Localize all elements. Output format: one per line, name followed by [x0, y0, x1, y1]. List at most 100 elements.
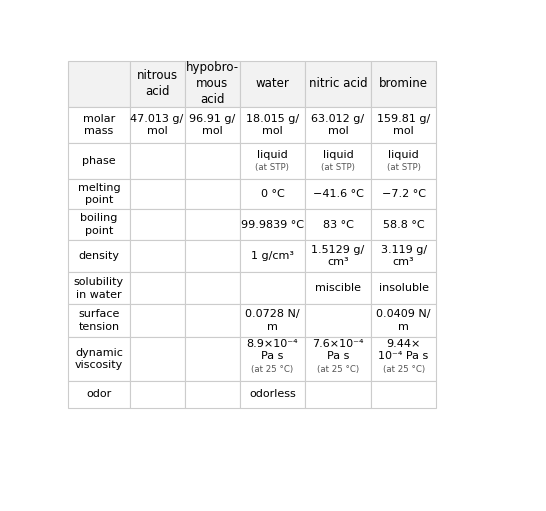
Text: water: water: [256, 78, 289, 90]
Text: 8.9×10⁻⁴
Pa s: 8.9×10⁻⁴ Pa s: [247, 339, 298, 361]
Bar: [129, 305, 185, 337]
Text: 83 °C: 83 °C: [323, 220, 353, 229]
Bar: [68, 305, 129, 337]
Bar: [129, 272, 185, 305]
Text: (at STP): (at STP): [256, 164, 289, 172]
Bar: [240, 305, 305, 337]
Bar: [305, 240, 371, 272]
Text: dynamic
viscosity: dynamic viscosity: [75, 347, 123, 370]
Bar: [129, 240, 185, 272]
Bar: [185, 305, 240, 337]
Text: molar
mass: molar mass: [83, 113, 115, 136]
Text: melting
point: melting point: [78, 183, 120, 205]
Bar: [129, 61, 185, 107]
Text: (at STP): (at STP): [321, 164, 355, 172]
Text: boiling
point: boiling point: [80, 214, 117, 236]
Bar: [68, 210, 129, 240]
Text: 0 °C: 0 °C: [260, 189, 284, 199]
Bar: [68, 178, 129, 210]
Text: solubility
in water: solubility in water: [74, 277, 124, 299]
Text: phase: phase: [82, 156, 116, 166]
Bar: [185, 240, 240, 272]
Bar: [185, 210, 240, 240]
Bar: [129, 210, 185, 240]
Bar: [305, 305, 371, 337]
Text: −7.2 °C: −7.2 °C: [382, 189, 425, 199]
Bar: [185, 337, 240, 381]
Bar: [68, 381, 129, 408]
Bar: [129, 107, 185, 143]
Bar: [371, 61, 436, 107]
Text: liquid: liquid: [257, 150, 288, 159]
Bar: [371, 143, 436, 178]
Text: 3.119 g/
cm³: 3.119 g/ cm³: [381, 245, 426, 267]
Bar: [305, 61, 371, 107]
Text: 7.6×10⁻⁴
Pa s: 7.6×10⁻⁴ Pa s: [312, 339, 364, 361]
Text: 63.012 g/
mol: 63.012 g/ mol: [311, 113, 365, 136]
Bar: [240, 210, 305, 240]
Text: liquid: liquid: [323, 150, 353, 159]
Text: 1.5129 g/
cm³: 1.5129 g/ cm³: [311, 245, 365, 267]
Bar: [240, 381, 305, 408]
Bar: [371, 178, 436, 210]
Bar: [185, 143, 240, 178]
Text: 1 g/cm³: 1 g/cm³: [251, 251, 294, 261]
Bar: [240, 272, 305, 305]
Text: (at 25 °C): (at 25 °C): [317, 364, 359, 374]
Text: liquid: liquid: [388, 150, 419, 159]
Bar: [68, 61, 129, 107]
Bar: [371, 240, 436, 272]
Text: (at STP): (at STP): [387, 164, 420, 172]
Text: nitric acid: nitric acid: [308, 78, 367, 90]
Bar: [305, 210, 371, 240]
Bar: [68, 272, 129, 305]
Bar: [305, 381, 371, 408]
Text: 58.8 °C: 58.8 °C: [383, 220, 424, 229]
Text: 99.9839 °C: 99.9839 °C: [241, 220, 304, 229]
Text: 159.81 g/
mol: 159.81 g/ mol: [377, 113, 430, 136]
Bar: [305, 107, 371, 143]
Text: insoluble: insoluble: [378, 284, 429, 293]
Text: density: density: [79, 251, 120, 261]
Bar: [240, 61, 305, 107]
Text: −41.6 °C: −41.6 °C: [312, 189, 364, 199]
Bar: [305, 272, 371, 305]
Text: odor: odor: [86, 389, 111, 399]
Text: bromine: bromine: [379, 78, 428, 90]
Bar: [240, 337, 305, 381]
Text: nitrous
acid: nitrous acid: [136, 69, 177, 99]
Bar: [371, 337, 436, 381]
Text: 47.013 g/
mol: 47.013 g/ mol: [130, 113, 184, 136]
Bar: [371, 272, 436, 305]
Bar: [129, 143, 185, 178]
Bar: [68, 337, 129, 381]
Bar: [305, 143, 371, 178]
Text: surface
tension: surface tension: [78, 310, 120, 332]
Bar: [185, 272, 240, 305]
Bar: [68, 143, 129, 178]
Bar: [240, 240, 305, 272]
Bar: [185, 107, 240, 143]
Text: odorless: odorless: [249, 389, 296, 399]
Bar: [129, 381, 185, 408]
Bar: [240, 107, 305, 143]
Bar: [129, 337, 185, 381]
Bar: [68, 107, 129, 143]
Text: 0.0728 N/
m: 0.0728 N/ m: [245, 310, 300, 332]
Bar: [305, 337, 371, 381]
Text: 96.91 g/
mol: 96.91 g/ mol: [189, 113, 235, 136]
Bar: [371, 381, 436, 408]
Text: 9.44×
10⁻⁴ Pa s: 9.44× 10⁻⁴ Pa s: [378, 339, 429, 361]
Bar: [68, 240, 129, 272]
Text: 18.015 g/
mol: 18.015 g/ mol: [246, 113, 299, 136]
Bar: [185, 61, 240, 107]
Bar: [305, 178, 371, 210]
Text: (at 25 °C): (at 25 °C): [383, 364, 425, 374]
Bar: [129, 178, 185, 210]
Bar: [240, 143, 305, 178]
Bar: [371, 107, 436, 143]
Text: (at 25 °C): (at 25 °C): [251, 364, 294, 374]
Text: hypobro-
mous
acid: hypobro- mous acid: [186, 61, 239, 106]
Bar: [185, 381, 240, 408]
Bar: [371, 305, 436, 337]
